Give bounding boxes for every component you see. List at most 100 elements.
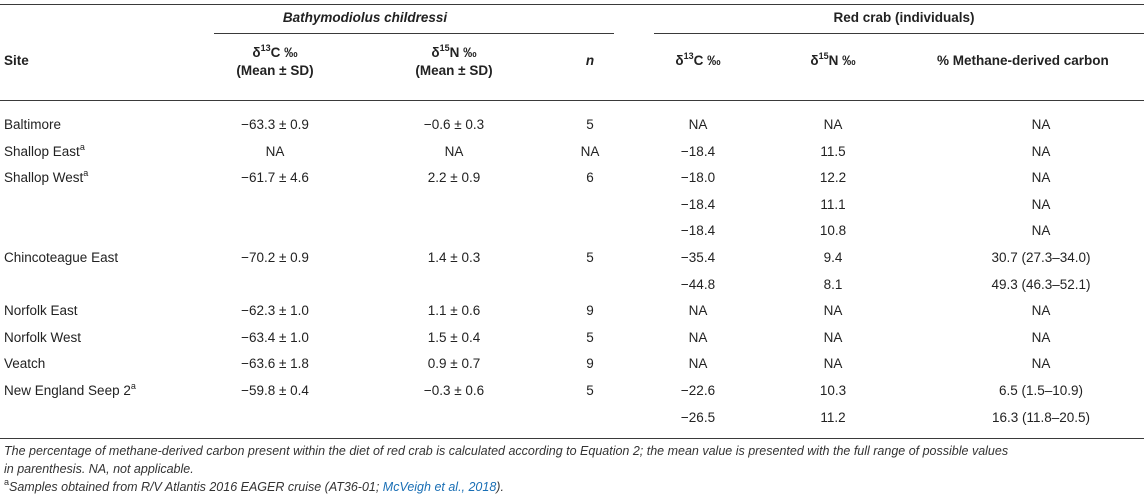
cell-rc-d15n: NA (823, 117, 843, 132)
col-header-bc-d15n-sub: (Mean ± SD) (415, 63, 493, 78)
cell-rc-d15n: NA (823, 303, 843, 318)
cell-methane: NA (1031, 303, 1051, 318)
cell-site: Shallop Westa (4, 167, 89, 186)
cell-rc-d13c: NA (688, 303, 708, 318)
cell-bc-d15n: 1.4 ± 0.3 (427, 250, 481, 265)
cell-rc-d13c: NA (688, 330, 708, 345)
site-name: Baltimore (4, 117, 62, 132)
cell-site: Norfolk West (4, 330, 81, 346)
cell-rc-d13c: −26.5 (680, 410, 716, 425)
cell-methane: NA (1031, 197, 1051, 212)
cell-site: Shallop Easta (4, 141, 85, 160)
table-bottom-rule (0, 438, 1144, 439)
site-name: Norfolk East (4, 303, 78, 318)
cell-methane: NA (1031, 117, 1051, 132)
cell-methane: NA (1031, 330, 1051, 345)
cell-rc-d15n: NA (823, 330, 843, 345)
cell-n: 9 (586, 356, 594, 371)
site-footnote-marker: a (79, 141, 85, 152)
cell-methane: NA (1031, 144, 1051, 159)
cell-rc-d13c: −18.4 (680, 144, 716, 159)
cell-rc-d13c: NA (688, 117, 708, 132)
cell-rc-d13c: −18.0 (680, 170, 716, 185)
footnote-marker: a (4, 476, 10, 487)
cell-rc-d15n: 10.8 (819, 223, 847, 238)
footnote-line-2: in parenthesis. NA, not applicable. (4, 462, 194, 476)
cell-rc-d15n: 8.1 (823, 277, 843, 292)
cell-site: Baltimore (4, 117, 61, 133)
cell-rc-d15n: NA (823, 356, 843, 371)
col-header-rc-d13c: δ13C ‰ (675, 50, 721, 68)
cell-rc-d13c: NA (688, 356, 708, 371)
table-footnote: The percentage of methane-derived carbon… (4, 442, 1140, 496)
cell-bc-d13c: −63.6 ± 1.8 (241, 356, 309, 371)
group-header-red-crab: Red crab (individuals) (833, 10, 975, 25)
cell-n: 6 (586, 170, 594, 185)
cell-n: 9 (586, 303, 594, 318)
citation-link[interactable]: McVeigh et al., 2018 (382, 480, 497, 494)
cell-n: NA (580, 144, 600, 159)
cell-methane: 30.7 (27.3–34.0) (991, 250, 1091, 265)
col-header-bc-d13c: δ13C ‰ (252, 42, 298, 60)
col-header-methane: % Methane-derived carbon (937, 53, 1109, 68)
cell-bc-d15n: NA (444, 144, 464, 159)
cell-bc-d15n: 2.2 ± 0.9 (427, 170, 481, 185)
cell-site: Chincoteague East (4, 250, 118, 266)
cell-methane: NA (1031, 356, 1051, 371)
cell-methane: NA (1031, 170, 1051, 185)
col-header-n: n (585, 53, 595, 68)
cell-bc-d13c: −70.2 ± 0.9 (241, 250, 309, 265)
cell-rc-d15n: 10.3 (819, 383, 847, 398)
site-name: Veatch (4, 356, 46, 371)
cell-bc-d15n: −0.6 ± 0.3 (423, 117, 485, 132)
cell-bc-d13c: −62.3 ± 1.0 (241, 303, 309, 318)
group-underline-bathymodiolus (214, 33, 614, 34)
site-name: Norfolk West (4, 330, 82, 345)
footnote-line-3-suffix: ). (496, 480, 504, 494)
cell-bc-d13c: −61.7 ± 4.6 (241, 170, 309, 185)
cell-rc-d13c: −18.4 (680, 197, 716, 212)
col-header-bc-d13c-sub: (Mean ± SD) (236, 63, 314, 78)
cell-bc-d15n: 0.9 ± 0.7 (427, 356, 481, 371)
cell-site: Veatch (4, 356, 45, 372)
cell-n: 5 (586, 383, 594, 398)
cell-methane: 16.3 (11.8–20.5) (991, 410, 1091, 425)
group-underline-red-crab (654, 33, 1144, 34)
cell-site: Norfolk East (4, 303, 78, 319)
site-name: Chincoteague East (4, 250, 119, 265)
group-header-bathymodiolus: Bathymodiolus childressi (282, 10, 448, 25)
cell-bc-d13c: −63.4 ± 1.0 (241, 330, 309, 345)
cell-rc-d15n: 12.2 (819, 170, 847, 185)
footnote-line-3-prefix: Samples obtained from R/V Atlantis 2016 … (9, 480, 383, 494)
footnote-line-3: aSamples obtained from R/V Atlantis 2016… (4, 476, 1140, 496)
cell-rc-d13c: −44.8 (680, 277, 716, 292)
cell-methane: 6.5 (1.5–10.9) (998, 383, 1084, 398)
cell-site: New England Seep 2a (4, 380, 136, 399)
cell-bc-d15n: 1.1 ± 0.6 (427, 303, 481, 318)
site-footnote-marker: a (130, 380, 136, 391)
col-header-site: Site (4, 53, 29, 68)
cell-bc-d13c: NA (265, 144, 285, 159)
col-header-bc-d15n: δ15N ‰ (431, 42, 477, 60)
cell-rc-d13c: −22.6 (680, 383, 716, 398)
footnote-line-1: The percentage of methane-derived carbon… (4, 444, 1009, 458)
cell-rc-d15n: 11.1 (820, 197, 846, 212)
cell-bc-d13c: −59.8 ± 0.4 (241, 383, 309, 398)
site-name: Shallop East (4, 144, 80, 159)
col-header-rc-d15n: δ15N ‰ (810, 50, 856, 68)
site-name: New England Seep 2 (4, 383, 131, 398)
cell-n: 5 (586, 117, 594, 132)
cell-n: 5 (586, 330, 594, 345)
cell-bc-d15n: −0.3 ± 0.6 (423, 383, 485, 398)
header-bottom-rule (0, 100, 1144, 101)
cell-bc-d13c: −63.3 ± 0.9 (241, 117, 309, 132)
cell-rc-d15n: 9.4 (823, 250, 843, 265)
cell-rc-d15n: 11.5 (820, 144, 846, 159)
site-footnote-marker: a (83, 167, 89, 178)
cell-bc-d15n: 1.5 ± 0.4 (427, 330, 481, 345)
cell-rc-d13c: −18.4 (680, 223, 716, 238)
cell-methane: 49.3 (46.3–52.1) (991, 277, 1091, 292)
table-top-rule (0, 4, 1144, 5)
site-name: Shallop West (4, 170, 84, 185)
